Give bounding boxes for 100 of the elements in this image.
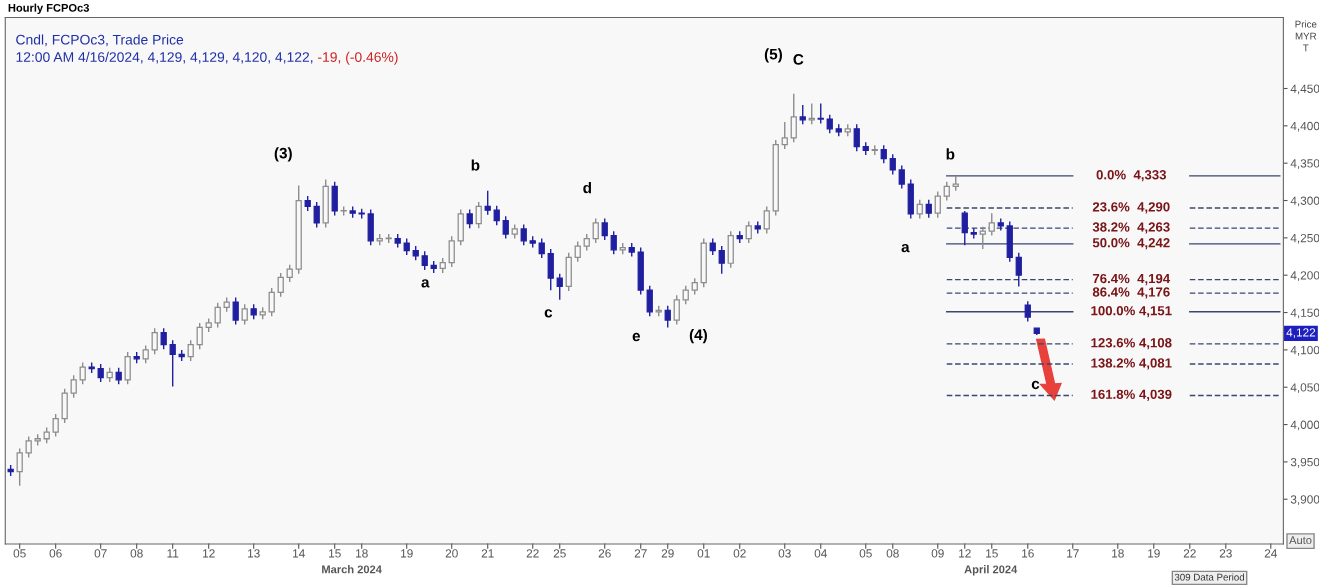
candlestick xyxy=(808,102,815,126)
text: March 2024 xyxy=(322,565,382,574)
candlestick xyxy=(232,296,239,326)
candlestick xyxy=(745,220,752,244)
x-tick-label: 15 xyxy=(329,549,341,558)
candlestick xyxy=(421,250,428,271)
candlestick xyxy=(817,102,824,125)
x-tick-label: 05 xyxy=(859,549,872,558)
candlestick xyxy=(781,121,788,150)
candlestick xyxy=(916,199,923,220)
x-tick-label: 08 xyxy=(130,549,143,558)
y-tick-label: 4,450 xyxy=(1290,84,1319,95)
candlestick xyxy=(574,240,581,263)
candlestick xyxy=(16,447,23,487)
candlestick xyxy=(790,93,797,143)
y-tick-label: 4,150 xyxy=(1290,308,1319,319)
x-tick-label: 26 xyxy=(598,549,611,558)
x-tick-label: 23 xyxy=(1219,549,1232,558)
x-tick-label: 02 xyxy=(733,549,746,558)
candlestick xyxy=(646,284,653,317)
x-tick-label: 20 xyxy=(445,549,458,558)
y-tick-label: 3,950 xyxy=(1290,457,1319,468)
annotation: 12:00 AM 4/16/2024, 4,129, 4,129, 4,120, 4,122, xyxy=(16,51,313,64)
candlestick xyxy=(538,237,545,259)
candlestick xyxy=(1024,300,1031,323)
series-label: 123.6% 4,108 xyxy=(1091,338,1172,350)
y-tick-label: 3,900 xyxy=(1290,495,1319,506)
x-tick-label: 15 xyxy=(986,549,998,558)
series-label: 0.0% 4,333 xyxy=(1096,170,1167,182)
annotation: b xyxy=(946,148,955,160)
x-tick-label: 18 xyxy=(356,549,368,558)
x-tick-label: 08 xyxy=(886,549,899,558)
text: 309 Data Period xyxy=(1174,573,1245,581)
x-tick-label: 17 xyxy=(1067,549,1079,558)
annotation: C xyxy=(793,54,804,65)
y-tick-label: 4,400 xyxy=(1290,121,1319,132)
y-axis-title: Price MYR T xyxy=(1295,20,1317,52)
candlestick xyxy=(853,123,860,152)
candlestick xyxy=(79,361,86,385)
series-label: 100.0% 4,151 xyxy=(1091,305,1172,318)
annotation: d xyxy=(583,182,591,194)
x-tick-label: 07 xyxy=(94,549,107,558)
candlestick xyxy=(475,201,482,229)
candlestick xyxy=(682,284,689,306)
x-tick-label: 29 xyxy=(661,549,674,558)
x-tick-label: 18 xyxy=(1112,549,1124,558)
annotation: (3) xyxy=(274,147,292,162)
x-tick-label: 11 xyxy=(167,549,179,558)
series-label: 50.0% 4,242 xyxy=(1092,238,1170,250)
candlestick xyxy=(988,212,995,237)
candlestick xyxy=(187,339,194,362)
x-tick-label: 16 xyxy=(1022,549,1034,558)
candlestick xyxy=(70,374,77,399)
candlestick xyxy=(277,272,284,298)
x-tick-label: 12 xyxy=(959,549,971,558)
candlestick xyxy=(826,113,833,135)
candlestick xyxy=(889,153,896,176)
candlestick xyxy=(718,245,725,275)
candlestick xyxy=(466,208,473,229)
x-tick-label: 03 xyxy=(778,549,791,558)
candlestick xyxy=(943,181,950,202)
x-tick-label: 19 xyxy=(401,549,413,558)
series-label: 161.8% 4,039 xyxy=(1091,389,1172,401)
x-tick-label: 09 xyxy=(931,549,944,558)
x-tick-label: 05 xyxy=(13,549,26,558)
candlestick xyxy=(160,327,167,350)
annotation: 4,122 xyxy=(1286,328,1316,339)
annotation: (5) xyxy=(764,48,782,63)
candlestick xyxy=(448,235,455,268)
y-tick-label: 4,050 xyxy=(1290,383,1319,394)
candlestick xyxy=(961,210,968,247)
x-tick-label: 21 xyxy=(481,549,494,558)
y-tick-label: 4,200 xyxy=(1290,271,1319,281)
candlestick xyxy=(1015,252,1022,288)
candlestick xyxy=(52,413,59,438)
candlestick xyxy=(124,351,131,385)
candlestick xyxy=(214,302,221,329)
y-tick-label: 4,250 xyxy=(1290,233,1319,244)
x-tick-label: 22 xyxy=(1183,549,1196,558)
candlestick xyxy=(673,294,680,326)
candlestick xyxy=(934,190,941,219)
y-tick-label: 4,350 xyxy=(1290,159,1319,169)
annotation: -19, (-0.46%) xyxy=(318,51,398,65)
x-tick-label: 27 xyxy=(634,549,647,558)
candlestick xyxy=(313,201,320,229)
candlestick xyxy=(898,164,905,190)
candlestick xyxy=(592,217,599,244)
candlestick xyxy=(268,287,275,317)
text: Auto xyxy=(1289,536,1312,545)
y-tick-label: 4,100 xyxy=(1290,345,1319,356)
candlestick xyxy=(799,104,806,126)
annotation: b xyxy=(471,159,480,171)
candlestick xyxy=(25,435,32,459)
candlestick xyxy=(610,230,617,255)
annotation: a xyxy=(421,279,430,288)
candlestick xyxy=(169,339,176,388)
candlestick xyxy=(556,273,563,301)
annotation: c xyxy=(544,309,553,318)
annotation: a xyxy=(901,243,910,253)
candlestick xyxy=(979,225,986,250)
